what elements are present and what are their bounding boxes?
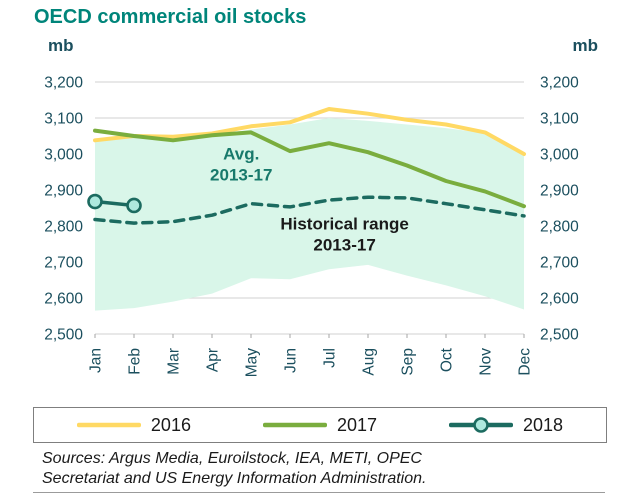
svg-text:3,100: 3,100 xyxy=(44,111,83,128)
svg-text:Historical range: Historical range xyxy=(280,215,409,234)
svg-text:2,600: 2,600 xyxy=(540,291,579,308)
svg-text:2,900: 2,900 xyxy=(540,183,579,200)
svg-text:Avg.: Avg. xyxy=(223,144,259,163)
legend-label-2016: 2016 xyxy=(150,414,191,435)
svg-text:2,800: 2,800 xyxy=(44,219,83,236)
page-title: OECD commercial oil stocks xyxy=(34,6,307,28)
legend-item-2018: 2018 xyxy=(449,415,563,436)
legend-line-2016 xyxy=(76,422,141,428)
svg-text:3,000: 3,000 xyxy=(540,147,579,164)
svg-text:3,200: 3,200 xyxy=(44,75,83,92)
svg-text:2,500: 2,500 xyxy=(44,327,83,344)
svg-text:Jun: Jun xyxy=(283,348,300,373)
legend-line-2017 xyxy=(262,422,327,428)
sources-line-2: Secretariat and US Energy Information Ad… xyxy=(42,470,427,487)
svg-text:2,700: 2,700 xyxy=(44,255,83,272)
svg-text:Aug: Aug xyxy=(361,348,378,376)
y-axis-unit-right: mb xyxy=(572,36,599,55)
svg-text:2,700: 2,700 xyxy=(540,255,579,272)
svg-text:2013-17: 2013-17 xyxy=(313,236,375,255)
svg-text:May: May xyxy=(244,348,261,378)
svg-text:3,200: 3,200 xyxy=(540,75,579,92)
stocks-line-chart: 2,500 2,500 2,600 2,600 2,700 2,700 2,800 2,800… xyxy=(44,75,579,378)
sources-line-1: Sources: Argus Media, Euroilstock, IEA, … xyxy=(42,450,422,467)
svg-text:2,900: 2,900 xyxy=(44,183,83,200)
svg-text:Feb: Feb xyxy=(127,348,144,375)
svg-text:2,500: 2,500 xyxy=(540,327,579,344)
svg-text:Jan: Jan xyxy=(88,348,105,373)
legend-label-2018: 2018 xyxy=(523,414,564,435)
legend-line-2018 xyxy=(449,417,514,433)
legend-label-2017: 2017 xyxy=(336,414,378,435)
sources-note: Sources: Argus Media, Euroilstock, IEA, … xyxy=(42,449,426,489)
svg-text:3,000: 3,000 xyxy=(44,147,83,164)
svg-text:Dec: Dec xyxy=(517,348,534,376)
legend-item-2017: 2017 xyxy=(262,414,378,436)
chart-legend: 2016 2017 2018 xyxy=(33,407,607,443)
svg-text:Jul: Jul xyxy=(322,348,339,368)
svg-text:Oct: Oct xyxy=(439,347,456,372)
svg-text:2013-17: 2013-17 xyxy=(210,165,272,184)
svg-text:2,800: 2,800 xyxy=(540,219,579,236)
bottom-divider xyxy=(33,492,605,493)
svg-text:2,600: 2,600 xyxy=(44,291,83,308)
svg-text:Sep: Sep xyxy=(400,348,417,376)
svg-text:3,100: 3,100 xyxy=(540,111,579,128)
svg-text:Apr: Apr xyxy=(205,348,222,372)
y-axis-unit-left: mb xyxy=(48,36,74,55)
legend-item-2016: 2016 xyxy=(76,414,191,436)
svg-text:Mar: Mar xyxy=(166,348,183,375)
svg-text:Nov: Nov xyxy=(478,348,495,376)
